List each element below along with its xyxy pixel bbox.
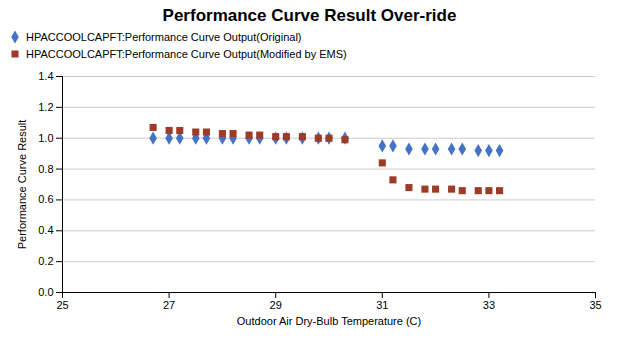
svg-text:31: 31 (376, 299, 388, 311)
svg-text:0.2: 0.2 (38, 255, 53, 267)
svg-text:25: 25 (56, 299, 68, 311)
svg-text:35: 35 (589, 299, 601, 311)
svg-text:Outdoor Air Dry-Bulb Temperatu: Outdoor Air Dry-Bulb Temperature (C) (237, 315, 421, 327)
svg-text:0.4: 0.4 (38, 224, 53, 236)
html-text:HPACCOOLCAPFT:Performance Curv: HPACCOOLCAPFT:Performance Curve Output(M… (26, 47, 347, 60)
svg-text:27: 27 (163, 299, 175, 311)
svg-text:1.2: 1.2 (38, 101, 53, 113)
svg-text:0.0: 0.0 (38, 286, 53, 298)
html-text:Performance Curve Result Over-: Performance Curve Result Over-ride (162, 6, 457, 25)
svg-text:Performance Curve Result: Performance Curve Result (16, 120, 28, 250)
html-text:HPACCOOLCAPFT:Performance Curv: HPACCOOLCAPFT:Performance Curve Output(O… (26, 30, 302, 43)
svg-text:0.6: 0.6 (38, 193, 53, 205)
svg-text:1.0: 1.0 (38, 132, 53, 144)
svg-text:1.4: 1.4 (38, 70, 53, 82)
svg-text:0.8: 0.8 (38, 163, 53, 175)
svg-text:33: 33 (483, 299, 495, 311)
svg-text:29: 29 (270, 299, 282, 311)
